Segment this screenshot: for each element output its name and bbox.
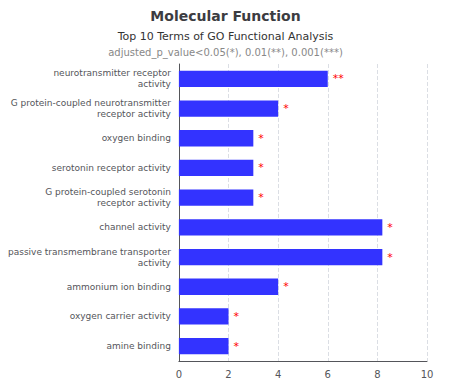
svg-text:G protein-coupled serotonin: G protein-coupled serotonin [45,187,171,197]
svg-text:adjusted_p_value<0.05(*), 0.01: adjusted_p_value<0.05(*), 0.01(**), 0.00… [108,47,343,59]
svg-text:serotonin receptor activity: serotonin receptor activity [52,163,172,173]
svg-text:*: * [258,161,264,174]
svg-text:oxygen carrier activity: oxygen carrier activity [70,311,172,321]
svg-text:*: * [258,191,264,204]
svg-text:8: 8 [374,369,380,380]
svg-text:G protein-coupled neurotransmi: G protein-coupled neurotransmitter [11,98,172,108]
svg-text:receptor activity: receptor activity [97,198,172,208]
svg-text:*: * [258,132,264,145]
svg-text:2: 2 [225,369,231,380]
svg-text:*: * [283,102,289,115]
svg-text:amine binding: amine binding [106,341,170,351]
svg-text:10: 10 [421,369,434,380]
svg-text:4: 4 [275,369,281,380]
svg-text:Top 10 Terms of GO Functional: Top 10 Terms of GO Functional Analysis [117,30,334,43]
svg-text:activity: activity [138,79,172,89]
svg-text:*: * [387,221,393,234]
svg-text:passive transmembrane transpor: passive transmembrane transporter [8,247,171,257]
svg-text:neurotransmitter receptor: neurotransmitter receptor [53,68,171,78]
svg-text:0: 0 [176,369,182,380]
svg-text:*: * [283,280,289,293]
svg-text:*: * [234,340,240,353]
svg-text:ammonium ion binding: ammonium ion binding [67,282,171,292]
svg-text:activity: activity [138,258,172,268]
svg-text:Molecular Function: Molecular Function [150,8,300,24]
svg-text:6: 6 [325,369,331,380]
svg-text:receptor activity: receptor activity [97,109,172,119]
svg-text:*: * [234,310,240,323]
svg-text:channel activity: channel activity [99,222,171,232]
svg-text:**: ** [333,72,345,85]
svg-text:*: * [387,251,393,264]
svg-text:oxygen binding: oxygen binding [102,133,171,143]
